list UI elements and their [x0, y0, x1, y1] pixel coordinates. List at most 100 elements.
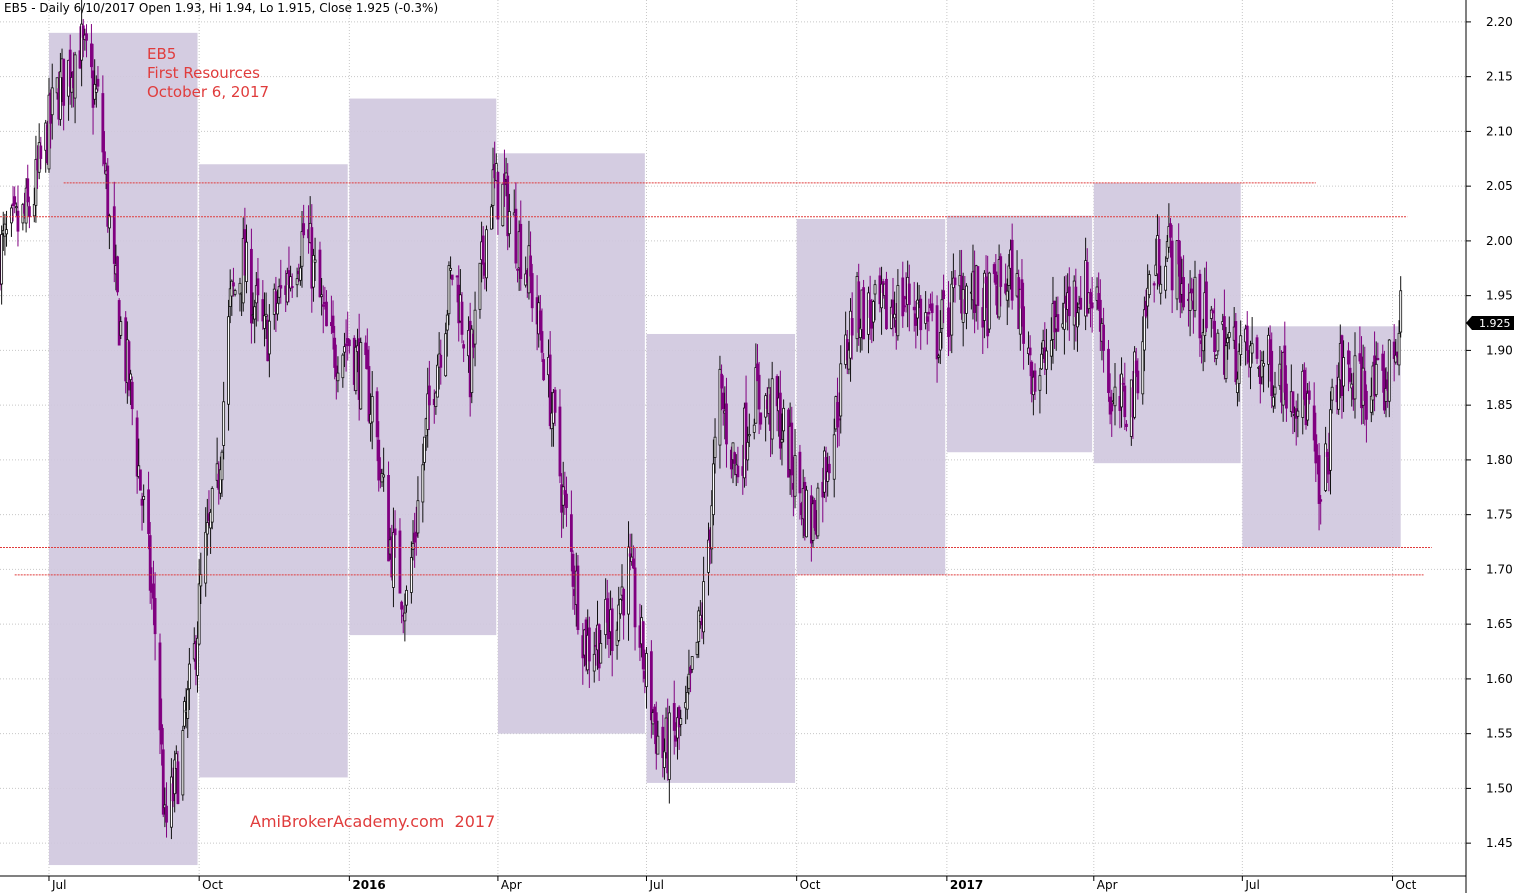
candle-body	[1142, 309, 1146, 351]
candle-body	[1376, 357, 1380, 361]
candle-body	[1307, 390, 1311, 400]
candle-body	[380, 473, 384, 483]
candlestick-series	[0, 0, 1403, 840]
y-tick-label: 1.60	[1486, 672, 1513, 686]
candle-body	[377, 439, 381, 481]
candle-body	[983, 272, 986, 321]
candle-body	[506, 175, 510, 237]
x-tick-label: Oct	[800, 878, 821, 892]
candle-body	[450, 274, 454, 280]
candle-body	[365, 349, 369, 370]
candle-body	[1201, 332, 1205, 352]
candle-body	[1314, 434, 1318, 464]
candle-body	[107, 215, 111, 229]
candle-body	[827, 463, 831, 474]
candle-body	[1190, 288, 1194, 294]
candle-body	[101, 93, 105, 153]
candle-body	[912, 306, 916, 311]
candle-body	[325, 301, 328, 327]
candle-body	[992, 264, 996, 275]
candle-body	[32, 204, 36, 217]
candle-body	[674, 735, 678, 742]
candle-body	[112, 206, 116, 264]
candle-body	[1236, 378, 1239, 393]
candle-body	[1317, 455, 1321, 504]
candle-body	[1123, 385, 1127, 418]
candle-body	[1399, 290, 1403, 333]
candle-body	[930, 303, 934, 314]
y-tick-label: 2.05	[1486, 179, 1513, 193]
candle-body	[571, 553, 575, 587]
candle-body	[1136, 370, 1140, 394]
candle-body	[507, 211, 511, 235]
y-tick-label: 2.15	[1486, 70, 1513, 84]
candle-body	[152, 583, 155, 599]
candle-body	[130, 381, 134, 410]
candle-body	[1107, 348, 1110, 393]
y-tick-label: 1.75	[1486, 508, 1513, 522]
candle-body	[1125, 423, 1128, 428]
candle-body	[1209, 309, 1213, 319]
candle-body	[1347, 350, 1350, 365]
candle-body	[1387, 339, 1391, 402]
candle-body	[569, 514, 573, 552]
y-tick-label: 1.90	[1486, 343, 1513, 357]
candle-body	[1005, 290, 1009, 301]
candle-body	[530, 273, 534, 309]
candle-body	[218, 469, 222, 494]
candle-body	[1193, 276, 1197, 311]
candle-body	[423, 436, 426, 463]
candle-body	[398, 530, 402, 594]
candle-body	[447, 265, 451, 315]
candle-body	[1337, 376, 1341, 410]
candle-body	[880, 283, 883, 309]
candle-body	[5, 229, 8, 235]
candle-body	[1296, 410, 1300, 417]
candle-body	[392, 532, 395, 588]
candle-body	[718, 368, 722, 446]
candle-body	[24, 187, 28, 224]
candle-body	[733, 452, 737, 464]
candle-body	[267, 320, 271, 355]
candle-body	[1198, 273, 1202, 339]
candle-body	[757, 374, 761, 410]
quarter-range-box	[48, 32, 198, 866]
candle-body	[885, 278, 888, 330]
candle-body	[697, 610, 701, 642]
candle-body	[778, 392, 782, 449]
candle-body	[645, 653, 648, 688]
candle-body	[1312, 405, 1316, 441]
candle-body	[1028, 347, 1032, 356]
candle-body	[847, 349, 851, 370]
candle-body	[250, 248, 253, 324]
candle-body	[1365, 390, 1368, 420]
candle-body	[1245, 325, 1249, 351]
candle-body	[907, 283, 911, 305]
candle-body	[1175, 240, 1179, 300]
candle-body	[375, 391, 379, 438]
candle-body	[976, 266, 980, 306]
candle-body	[752, 424, 756, 433]
y-tick-label: 1.45	[1486, 836, 1513, 850]
candle-body	[519, 223, 523, 280]
candle-body	[414, 531, 418, 537]
candle-body	[1394, 354, 1398, 363]
candle-body	[276, 302, 279, 315]
candle-body	[857, 281, 861, 333]
candle-body	[50, 87, 54, 116]
candle-body	[300, 231, 304, 267]
candle-body	[387, 475, 390, 562]
annotation-date: October 6, 2017	[147, 83, 270, 101]
x-tick-label: 2017	[950, 878, 983, 892]
candle-body	[473, 309, 477, 345]
candle-body	[1164, 265, 1168, 291]
candle-body	[816, 487, 820, 537]
candle-body	[677, 706, 681, 728]
candle-body	[263, 315, 266, 329]
candle-body	[587, 627, 591, 662]
candle-body	[599, 643, 603, 664]
candle-body	[1090, 302, 1094, 309]
candle-body	[1384, 388, 1388, 402]
x-tick-label: 2016	[352, 878, 385, 892]
candle-body	[997, 259, 1001, 318]
